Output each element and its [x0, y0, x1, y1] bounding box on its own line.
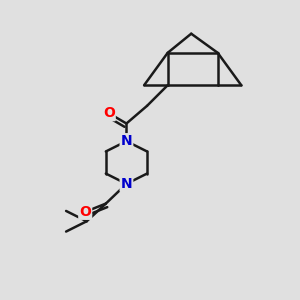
- Text: O: O: [103, 106, 115, 120]
- Text: N: N: [121, 134, 132, 148]
- Text: N: N: [121, 177, 132, 191]
- Text: O: O: [79, 205, 91, 219]
